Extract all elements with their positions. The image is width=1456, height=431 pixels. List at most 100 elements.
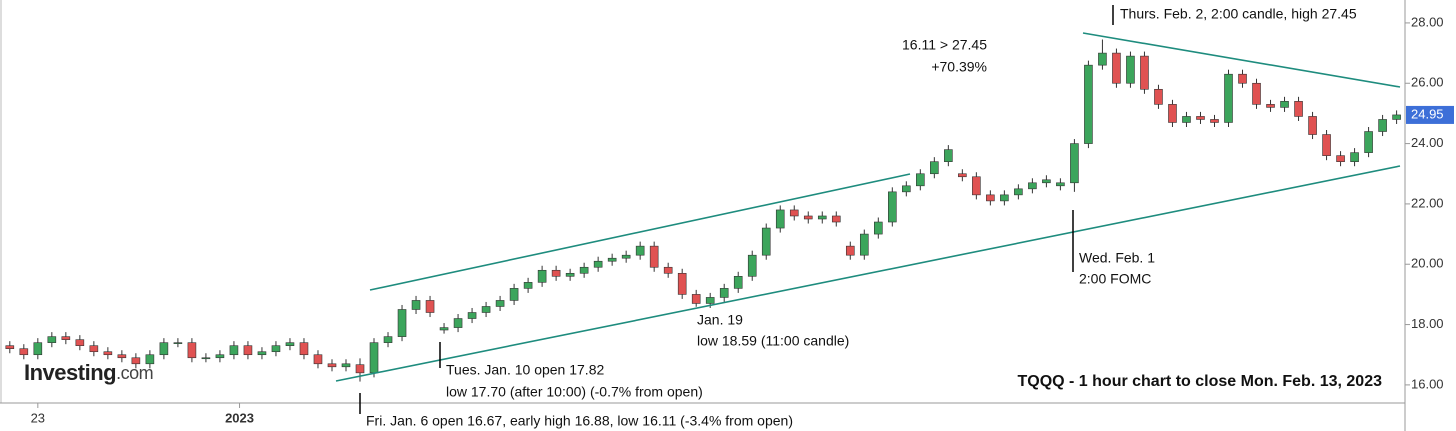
candle-body (916, 173, 925, 187)
candle-body (972, 176, 981, 196)
candle-body (229, 345, 239, 356)
candle-body (89, 345, 99, 353)
candle-body (103, 351, 113, 356)
last-price-box (1406, 105, 1454, 124)
y-tick-label: 26.00 (1411, 75, 1444, 90)
logo: Investing.com (24, 360, 153, 385)
candle-body (874, 221, 883, 235)
channel-lower (335, 165, 1401, 382)
candle-body (257, 351, 267, 356)
candle-body (677, 272, 687, 295)
candle-body (117, 354, 127, 359)
candle-body (775, 209, 785, 229)
candle-body (607, 257, 617, 262)
candle-body (649, 245, 659, 268)
candle-body (565, 272, 575, 277)
candle-body (1364, 131, 1373, 153)
candle-body (397, 309, 407, 337)
candle-body (1070, 143, 1079, 184)
last-price-label: 24.95 (1411, 106, 1444, 121)
y-tick-label: 20.00 (1411, 256, 1444, 271)
candle-body (1322, 134, 1331, 156)
candle-body (1112, 52, 1121, 84)
candle-body (369, 342, 379, 374)
candle-body (579, 266, 589, 274)
candle-body (159, 342, 169, 356)
candle-body (481, 306, 491, 313)
candle-body (299, 342, 309, 356)
candle-body (1196, 116, 1205, 120)
candle-body (1238, 73, 1247, 84)
x-tick-label: 23 (31, 410, 45, 425)
y-tick-label: 24.00 (1411, 135, 1444, 150)
channel-upper (369, 173, 911, 291)
candle-body (355, 364, 365, 374)
candle-body (1084, 64, 1093, 144)
annotation: low 17.70 (after 10:00) (-0.7% from open… (446, 384, 703, 400)
candle-body (1210, 119, 1219, 123)
annotation: 16.11 > 27.45 (902, 37, 987, 53)
candle-body (1140, 55, 1149, 90)
candle-body (1126, 55, 1135, 84)
candle-body (1028, 182, 1037, 190)
candle-body (383, 336, 393, 343)
logo-suffix: .com (116, 363, 153, 383)
candle-body (201, 357, 211, 360)
candle-body (47, 336, 57, 343)
candle-body (986, 194, 995, 202)
y-tick-label: 22.00 (1411, 195, 1444, 210)
candle-body (327, 363, 337, 368)
wedge-upper (1082, 32, 1401, 88)
y-tick-label: 16.00 (1411, 376, 1444, 391)
candle-body (1294, 101, 1303, 117)
candle-body (75, 339, 85, 346)
candle-body (131, 357, 141, 365)
candle-body (1252, 82, 1261, 105)
candle-body (313, 354, 323, 365)
candle-body (1336, 155, 1345, 162)
annotation: low 18.59 (11:00 candle) (697, 333, 849, 349)
candle-body (817, 215, 827, 220)
candle-body (523, 282, 533, 289)
candle-body (1378, 119, 1387, 132)
candle-body (902, 185, 911, 193)
candle-body (285, 342, 295, 346)
candle-body (1224, 73, 1233, 123)
candle-body (1280, 101, 1289, 108)
candle-body (1392, 114, 1401, 120)
logo-text: Investing (24, 360, 116, 385)
candle-body (831, 215, 841, 223)
annotation: Tues. Jan. 10 open 17.82 (446, 362, 604, 378)
candle-body (705, 297, 715, 304)
candle-body (537, 269, 547, 283)
candle-body (271, 345, 281, 353)
candle-body (341, 363, 351, 368)
y-tick-label: 18.00 (1411, 316, 1444, 331)
candle-body (1154, 88, 1163, 105)
candle-body (789, 209, 799, 217)
candle-body (845, 245, 855, 256)
candle-body (888, 191, 897, 223)
annotation: Thurs. Feb. 2, 2:00 candle, high 27.45 (1120, 6, 1357, 22)
candle-body (1098, 52, 1107, 66)
candle-body (187, 342, 197, 359)
candle-body (1168, 104, 1177, 123)
candle-body (1000, 194, 1009, 202)
candle-body (803, 215, 813, 220)
candle-body (593, 260, 603, 268)
candle-body (859, 233, 869, 256)
candle-body (425, 300, 435, 313)
candle-body (944, 149, 953, 162)
candle-body (145, 354, 155, 365)
candles (5, 39, 1401, 382)
candle-body (551, 269, 561, 277)
candle-body (719, 288, 729, 298)
candle-body (439, 327, 449, 331)
candle-body (1308, 116, 1317, 135)
candle-body (411, 300, 421, 310)
candle-body (5, 345, 15, 350)
candle-body (173, 342, 183, 344)
annotation: Fri. Jan. 6 open 16.67, early high 16.88… (366, 413, 793, 429)
candle-body (761, 227, 771, 256)
